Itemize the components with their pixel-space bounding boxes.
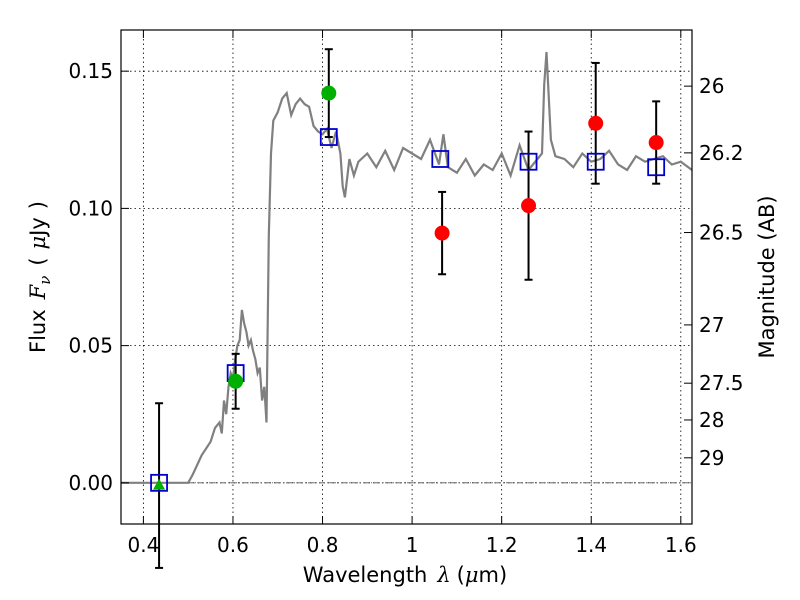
magnitude-tick-label: 28: [699, 408, 724, 432]
nir-flux-point: [434, 225, 450, 241]
optical-upper-limit-triangle: [153, 478, 166, 490]
x-tick-label: 0.6: [217, 533, 249, 557]
model-photometry-box: [647, 158, 666, 177]
nir-flux-point: [648, 135, 664, 151]
y-axis-label: FluxFν(μJy): [26, 201, 54, 353]
model-photometry-box: [586, 152, 605, 171]
grid: [121, 30, 692, 524]
x-tick-label: 1.4: [575, 533, 607, 557]
x-tick-label: 0.4: [127, 533, 159, 557]
y-tick-label: 0.00: [68, 471, 113, 495]
y-tick-label: 0.10: [68, 196, 113, 220]
ticks: 0.4 0.6 0.8 1 1.2 1.4 1.6 0.00 0.05 0.10 0.15 26 26.…: [68, 30, 744, 557]
data-marks: [150, 48, 666, 569]
model-photometry-box: [519, 152, 538, 171]
x-tick-label: 1.2: [486, 533, 518, 557]
x-tick-label: 1.6: [665, 533, 697, 557]
x-axis-label: Wavelength λ (μm): [303, 563, 507, 587]
magnitude-tick-label: 27.5: [699, 371, 744, 395]
model-spectrum-line: [121, 51, 693, 484]
plot-frame: [120, 29, 693, 525]
optical-flux-point: [321, 85, 337, 101]
y-tick-label: 0.15: [68, 59, 113, 83]
magnitude-tick-label: 26.5: [699, 221, 744, 245]
nir-flux-point: [521, 198, 537, 214]
magnitude-tick-label: 29: [699, 446, 724, 470]
model-photometry-box: [319, 128, 338, 146]
optical-flux-point: [228, 373, 244, 389]
model-photometry-box: [150, 473, 168, 492]
y-tick-label: 0.05: [68, 334, 113, 358]
y2-axis-label: Magnitude (AB): [755, 195, 779, 358]
magnitude-tick-label: 27: [699, 313, 724, 337]
nir-flux-point: [588, 115, 604, 131]
x-tick-label: 0.8: [307, 533, 339, 557]
magnitude-tick-label: 26: [699, 74, 724, 98]
model-photometry-box: [431, 150, 450, 168]
magnitude-tick-label: 26.2: [699, 141, 744, 165]
x-tick-label: 1: [406, 533, 419, 557]
